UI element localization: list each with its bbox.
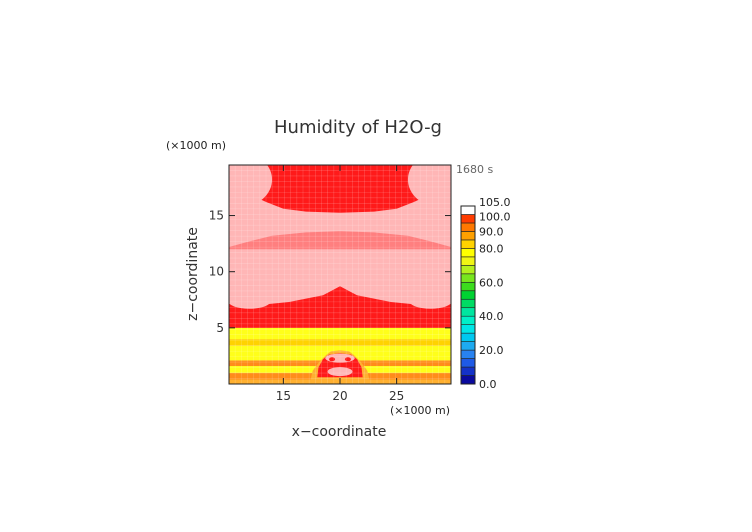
colorbar-swatch — [460, 375, 476, 385]
chart-title: Humidity of H2O-g — [274, 117, 442, 138]
y-tick-label: 5 — [216, 321, 224, 335]
colorbar-swatch — [460, 222, 476, 232]
x-scale-label: (×1000 m) — [390, 404, 450, 417]
colorbar-swatch — [460, 324, 476, 334]
supersaturated-region — [407, 165, 451, 207]
supersaturated-region — [409, 293, 451, 309]
y-tick-label: 10 — [209, 265, 224, 279]
colorbar-label: 105.0 — [479, 196, 511, 209]
x-tick-label: 20 — [332, 389, 347, 403]
colorbar-swatch — [460, 231, 476, 241]
colorbar-swatch — [460, 307, 476, 317]
humidity-field — [229, 165, 451, 384]
colorbar-swatch — [460, 349, 476, 359]
y-scale-label: (×1000 m) — [166, 139, 226, 152]
colorbar-swatch — [460, 248, 476, 258]
colorbar-swatch — [460, 256, 476, 266]
field-contours — [229, 165, 451, 384]
colorbar-frame — [460, 205, 476, 385]
colorbar-label: 60.0 — [479, 276, 504, 289]
colorbar-swatch — [460, 332, 476, 342]
colorbar-swatch — [460, 265, 476, 275]
colorbar-swatch — [460, 366, 476, 376]
colorbar-swatch — [460, 290, 476, 300]
colorbar-swatch — [460, 315, 476, 325]
x-axis: 15 20 25 — [276, 165, 404, 403]
y-tick-label: 15 — [209, 209, 224, 223]
plume-cell — [327, 367, 353, 377]
colorbar-label: 90.0 — [479, 225, 504, 238]
colorbar-label: 80.0 — [479, 242, 504, 255]
mesh-grid — [229, 165, 451, 384]
colorbar-swatch — [460, 205, 476, 215]
saturated-streak — [229, 231, 451, 250]
plume-cell — [329, 357, 336, 362]
humidity-band — [229, 339, 451, 346]
x-tick-label: 15 — [276, 389, 291, 403]
colorbar-label: 20.0 — [479, 344, 504, 357]
colorbar-swatch — [460, 298, 476, 309]
colorbar-swatch — [460, 239, 476, 249]
colorbar-label: 40.0 — [479, 310, 504, 323]
x-axis-label: x−coordinate — [292, 424, 387, 440]
colorbar-label: 100.0 — [479, 210, 511, 223]
plume-cell — [344, 357, 351, 362]
colorbar-label: 0.0 — [479, 378, 497, 391]
time-label: 1680 s — [456, 163, 493, 176]
colorbar-swatch — [460, 273, 476, 283]
colorbar-swatch — [460, 281, 476, 292]
y-axis: 5 10 15 — [209, 209, 451, 335]
supersaturated-region — [229, 293, 271, 309]
colorbar-swatch — [460, 214, 476, 224]
supersaturated-region — [229, 188, 451, 305]
colorbar-swatch — [460, 341, 476, 351]
x-tick-label: 25 — [389, 389, 404, 403]
humidity-band — [229, 327, 451, 340]
colorbar-swatch — [460, 358, 476, 368]
supersaturated-region — [229, 165, 273, 207]
y-axis-label: z−coordinate — [185, 227, 201, 321]
